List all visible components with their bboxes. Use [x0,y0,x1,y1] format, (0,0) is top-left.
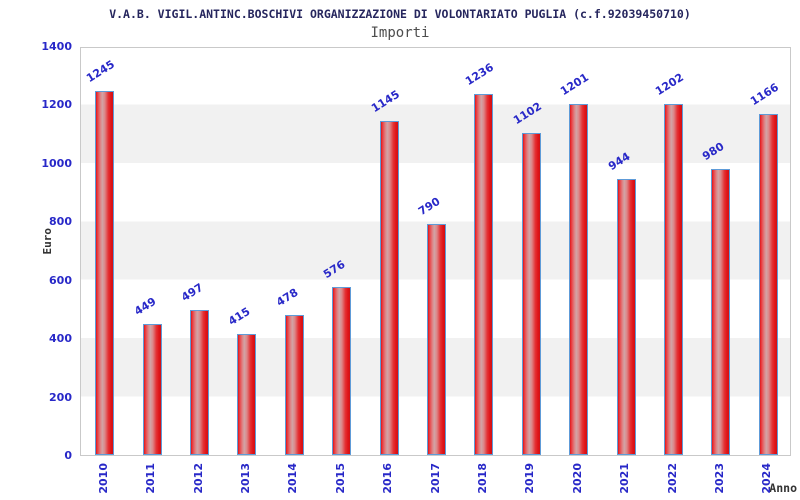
bar-2016 [379,120,399,455]
x-tick-label: 2021 [618,463,632,494]
y-tick-label: 1000 [41,156,72,170]
bar-2024 [758,114,778,455]
x-tick-label: 2011 [144,463,158,494]
x-tick-label: 2022 [665,463,679,494]
bar-2010 [95,91,115,455]
x-tick-label: 2016 [381,463,395,494]
bar-value-label: 1245 [84,58,118,86]
bar-2014 [284,315,304,455]
bar-2017 [427,224,446,455]
bar-value-label: 980 [700,139,727,163]
bar-2023 [711,168,731,455]
bar-value-label: 944 [605,150,633,174]
bar-value-label: 449 [131,294,159,318]
y-tick-label: 800 [49,215,72,229]
chart-subtitle: Importi [370,25,430,41]
x-tick-label: 2018 [475,463,489,494]
bar-value-label: 1201 [558,70,592,99]
bar-2020 [569,104,589,455]
x-tick-label: 2014 [286,463,300,494]
bar-2021 [616,179,636,455]
y-tick-label: 600 [49,273,72,287]
bar-2015 [332,286,352,455]
bar-2012 [190,309,209,455]
y-tick-label: 1400 [41,40,72,53]
x-tick-label: 2023 [712,463,726,494]
bar-value-label: 478 [273,286,301,310]
bar-value-label: 497 [179,280,206,304]
bar-value-label: 1102 [510,99,544,128]
y-axis-title: Euro [41,228,54,255]
chart-title: V.A.B. VIGIL.ANTINC.BOSCHIVI ORGANIZZAZI… [109,7,691,21]
x-tick-label: 2010 [96,463,110,494]
bar-value-label: 790 [416,195,443,219]
bar-2018 [474,93,494,455]
bar-value-label: 1166 [747,81,781,109]
x-tick-label: 2012 [191,463,205,494]
x-tick-label: 2015 [333,463,347,494]
bar-2011 [142,323,162,455]
x-tick-label: 2019 [523,463,537,494]
bar-value-label: 1145 [368,87,402,115]
bar-value-label: 415 [226,304,253,328]
x-axis-title: Anno [769,481,797,495]
y-tick-label: 0 [64,449,72,462]
y-tick-label: 1200 [41,98,72,112]
bar-value-label: 1202 [653,70,686,98]
bar-value-label: 576 [321,257,348,281]
x-tick-label: 2013 [238,463,252,494]
bar-2019 [521,133,541,455]
bar-2022 [664,103,683,455]
bar-value-label: 1236 [463,60,497,88]
x-tick-label: 2020 [570,463,584,494]
y-tick-label: 200 [49,390,72,404]
plot-area: 1245 449 497 415 478 576 1145 790 1236 1102 1201 94… [80,47,791,456]
x-tick-label: 2024 [760,463,774,494]
bar-2013 [237,333,257,455]
y-tick-label: 400 [49,332,72,346]
x-tick-label: 2017 [428,463,442,494]
